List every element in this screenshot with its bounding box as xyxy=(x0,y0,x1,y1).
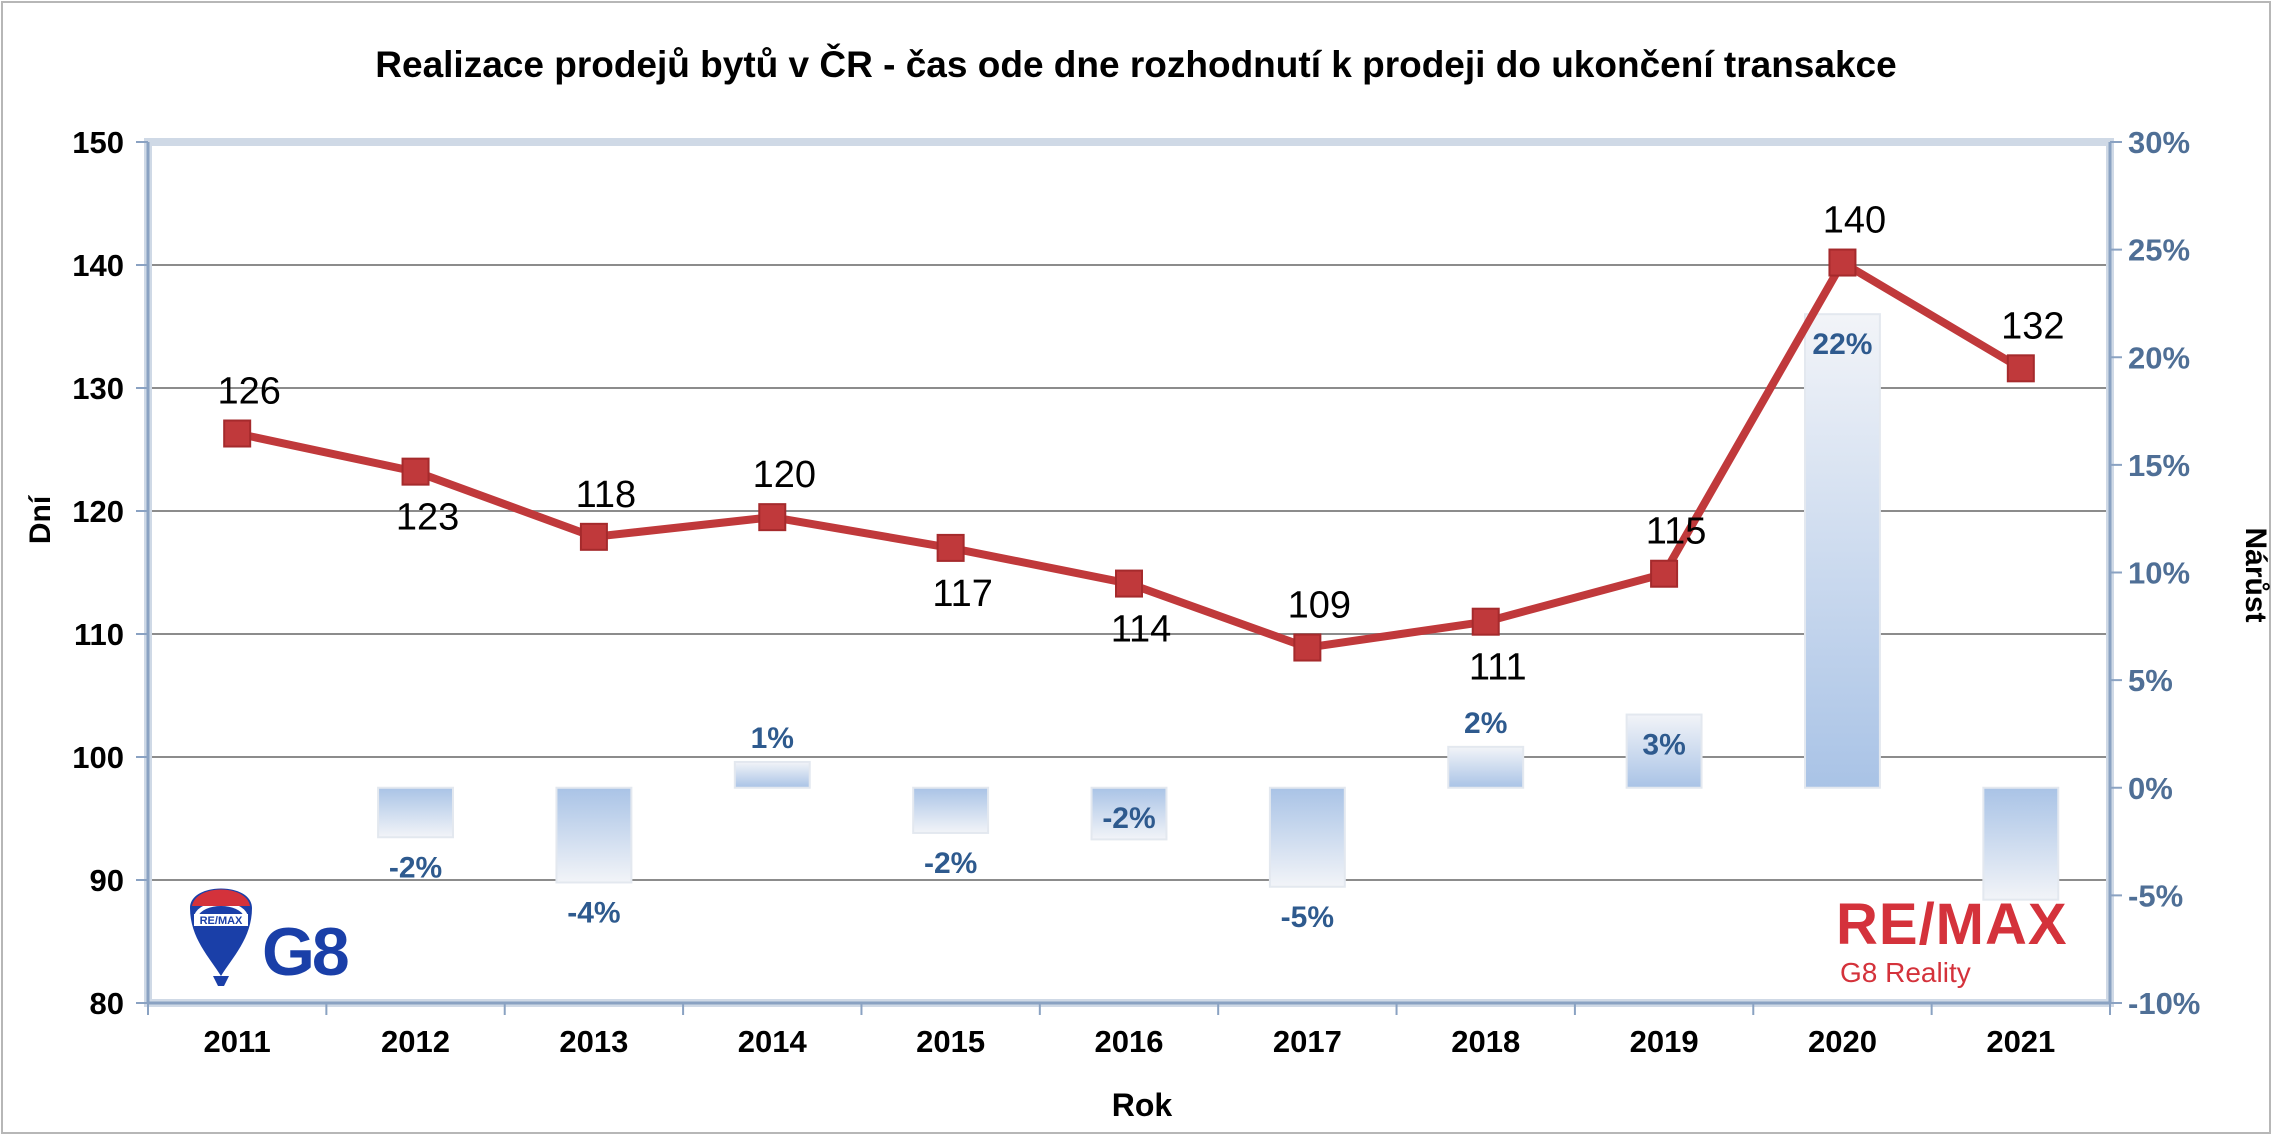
right-tick-label: 5% xyxy=(2128,663,2173,698)
bar xyxy=(555,786,633,884)
line-data-label: 140 xyxy=(1823,200,1886,242)
line-marker xyxy=(936,533,965,562)
line-marker xyxy=(1471,607,1500,636)
x-tick-label: 2014 xyxy=(738,1024,808,1059)
line-marker xyxy=(758,503,787,532)
left-tick-label: 140 xyxy=(72,248,124,283)
x-tick-label: 2011 xyxy=(204,1024,271,1059)
bar-data-label: 1% xyxy=(751,722,794,755)
grid-lines xyxy=(148,264,2110,881)
right-tick-label: 10% xyxy=(2128,556,2190,591)
bar xyxy=(733,760,811,789)
y-axis-title: Dní xyxy=(24,494,57,544)
line-data-label: 132 xyxy=(2001,305,2064,347)
bar-data-label: 2% xyxy=(1464,707,1507,740)
bar-series xyxy=(377,313,2060,901)
left-tick-label: 80 xyxy=(90,986,124,1021)
bar-data-label: -2% xyxy=(1102,802,1155,835)
bar xyxy=(1447,745,1525,789)
line-marker xyxy=(1650,559,1679,588)
left-axis-ticks: 150 140 130 120 110 100 90 80 xyxy=(72,125,148,1021)
right-tick-label: 0% xyxy=(2128,771,2173,806)
line-marker xyxy=(579,522,608,551)
line-data-label: 117 xyxy=(932,573,993,615)
left-tick-label: 90 xyxy=(90,863,124,898)
x-axis-title: Rok xyxy=(1112,1087,1173,1123)
right-axis-ticks: 30% 25% 20% 15% 10% 5% 0% -5% -10% xyxy=(2110,125,2200,1021)
left-tick-label: 120 xyxy=(72,494,124,529)
bar-data-label: 22% xyxy=(1812,328,1872,361)
right-tick-label: 30% xyxy=(2128,125,2190,160)
line-data-label: 114 xyxy=(1111,609,1172,651)
line-marker xyxy=(1293,633,1322,662)
bar xyxy=(912,786,990,834)
chart-title: Realizace prodejů bytů v ČR - čas ode dn… xyxy=(375,43,1896,85)
balloon-text: RE/MAX xyxy=(200,915,243,927)
x-tick-label: 2016 xyxy=(1095,1024,1164,1059)
bar-data-label: -2% xyxy=(389,851,442,884)
line-data-label: 111 xyxy=(1469,647,1527,689)
line-data-label: 123 xyxy=(396,497,459,539)
x-tick-label: 2021 xyxy=(1986,1024,2055,1059)
line-marker xyxy=(1115,569,1143,598)
line-data-label: 120 xyxy=(753,454,816,496)
x-tick-label: 2018 xyxy=(1451,1024,1520,1059)
bar-data-label: -4% xyxy=(567,896,620,929)
bar xyxy=(377,786,455,839)
line-data-label: 118 xyxy=(576,474,637,516)
x-tick-label: 2020 xyxy=(1808,1024,1877,1059)
right-tick-label: -10% xyxy=(2128,986,2200,1021)
line-data-label: 109 xyxy=(1288,585,1351,627)
bar-data-label: -2% xyxy=(924,847,977,880)
right-tick-label: -5% xyxy=(2128,878,2183,913)
bar xyxy=(1625,713,1703,789)
x-tick-label: 2017 xyxy=(1273,1024,1342,1059)
remax-balloon-logo: RE/MAX xyxy=(190,888,252,986)
bar-labels: -2% -4% 1% -2% -2% -5% 2% 3% 22% xyxy=(389,328,1873,934)
remax-brand-text: RE/MAX xyxy=(1836,892,2068,957)
x-tick-label: 2019 xyxy=(1630,1024,1699,1059)
line-data-label: 115 xyxy=(1646,511,1707,553)
x-tick-label: 2015 xyxy=(916,1024,985,1059)
x-axis-ticks: 2011 2012 2013 2014 2015 2016 2017 2018 2019 2020… xyxy=(147,1003,2111,1059)
x-tick-label: 2012 xyxy=(381,1024,450,1059)
g8-logo-text: G8 xyxy=(262,914,348,990)
right-tick-label: 25% xyxy=(2128,233,2190,268)
left-tick-label: 150 xyxy=(72,125,124,160)
remax-sub-text: G8 Reality xyxy=(1840,957,1971,988)
left-tick-label: 110 xyxy=(74,617,124,652)
line-series: 126 123 118 120 117 114 109 111 115 140 132 xyxy=(217,200,2064,689)
bar xyxy=(1803,313,1881,789)
line-marker xyxy=(401,457,430,486)
line-marker xyxy=(1828,248,1857,277)
line-marker xyxy=(223,419,252,448)
right-tick-label: 15% xyxy=(2128,448,2190,483)
bar xyxy=(1090,786,1168,841)
y2-axis-title: Nárůst xyxy=(2239,527,2272,622)
bar xyxy=(1268,786,1346,888)
x-tick-label: 2013 xyxy=(559,1024,628,1059)
bar-data-label: 3% xyxy=(1642,729,1685,762)
line-marker xyxy=(2006,354,2035,383)
line-data-label: 126 xyxy=(217,371,280,413)
left-tick-label: 130 xyxy=(72,371,124,406)
right-tick-label: 20% xyxy=(2128,340,2190,375)
bar-data-label: -5% xyxy=(1281,901,1334,934)
left-tick-label: 100 xyxy=(72,740,124,775)
bar xyxy=(1982,786,2060,901)
